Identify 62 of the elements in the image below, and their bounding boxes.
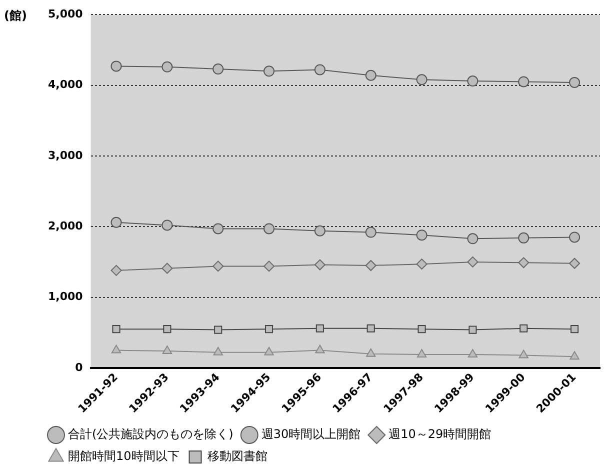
point: [518, 232, 530, 244]
point: [520, 324, 528, 332]
point: [110, 60, 122, 72]
point: [162, 262, 173, 274]
point: [316, 324, 324, 332]
legend-label: 週30時間以上開館: [261, 427, 361, 442]
point: [162, 346, 172, 354]
point: [416, 349, 427, 358]
point: [314, 225, 326, 236]
point: [569, 76, 580, 88]
point: [570, 351, 580, 360]
legend-label: 開館時間10時間以下: [68, 449, 180, 464]
point: [112, 325, 120, 334]
point: [264, 66, 275, 77]
point: [365, 70, 376, 81]
point: [264, 346, 274, 356]
point: [416, 258, 428, 270]
point: [315, 344, 325, 354]
point: [467, 233, 478, 244]
point: [467, 256, 478, 268]
y-tick-label: 2,000: [48, 219, 84, 232]
point: [212, 260, 224, 272]
point: [569, 258, 580, 269]
point: [366, 324, 375, 332]
point: [468, 349, 478, 358]
point: [314, 259, 326, 270]
point: [213, 346, 223, 356]
point: [162, 220, 173, 231]
y-tick-label: 0: [75, 360, 84, 374]
point: [518, 257, 530, 268]
point: [416, 230, 428, 241]
point: [110, 264, 122, 276]
point: [366, 348, 376, 357]
point: [110, 216, 122, 228]
point: [162, 61, 173, 72]
point: [314, 64, 326, 76]
point: [264, 325, 274, 334]
point: [418, 325, 426, 334]
y-tick-label: 4,000: [48, 78, 84, 92]
point: [163, 325, 172, 334]
y-axis-title: (館): [4, 8, 27, 23]
point: [518, 350, 528, 358]
point: [212, 64, 224, 75]
point: [264, 260, 275, 272]
legend-label: 合計(公共施設内のものを除く): [68, 427, 234, 442]
y-tick-label: 5,000: [48, 7, 84, 20]
point: [214, 326, 222, 334]
legend-label: 週10～29時間開館: [388, 427, 492, 442]
point: [212, 223, 224, 234]
point: [569, 232, 580, 243]
point: [365, 260, 376, 271]
point: [518, 76, 530, 88]
point: [365, 226, 376, 238]
point: [468, 326, 477, 334]
point: [264, 223, 275, 234]
y-tick-label: 3,000: [48, 148, 84, 162]
y-tick-label: 1,000: [48, 290, 84, 304]
legend-label: 移動図書館: [207, 449, 268, 464]
point: [467, 76, 478, 87]
point: [416, 74, 428, 86]
point: [111, 344, 122, 354]
point: [570, 325, 579, 334]
